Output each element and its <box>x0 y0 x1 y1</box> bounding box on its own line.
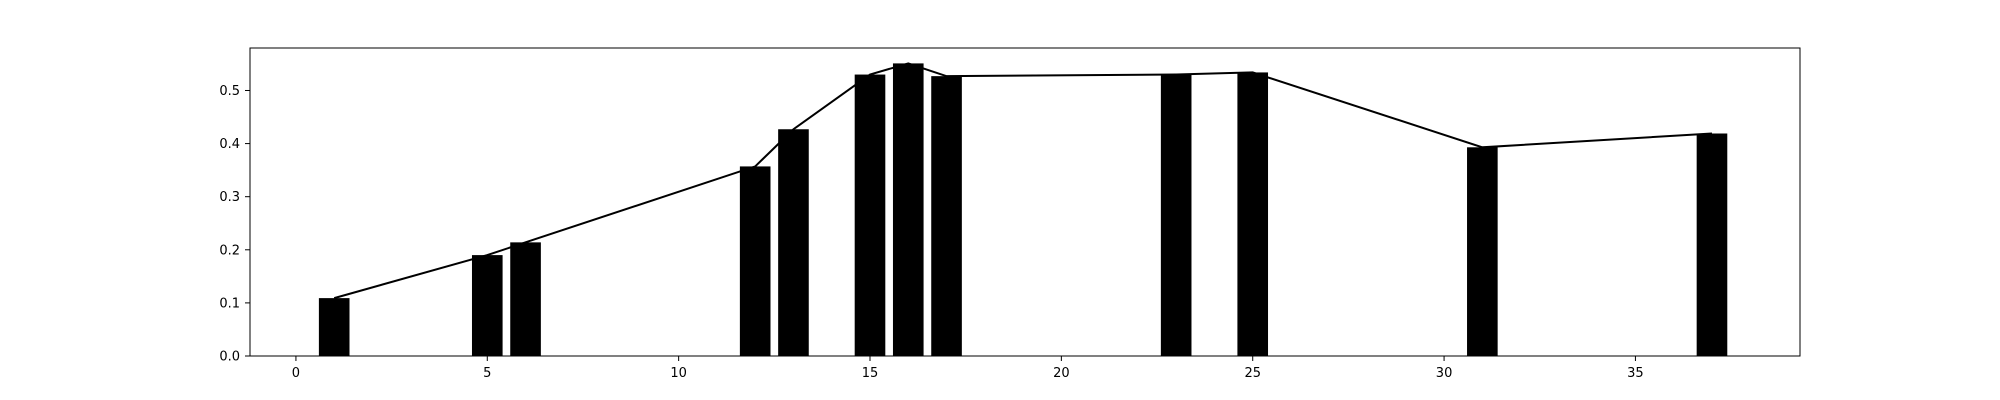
y-tick-label: 0.4 <box>219 137 240 152</box>
bar <box>1160 74 1192 356</box>
x-tick-label: 10 <box>670 366 687 381</box>
y-tick-label: 0.1 <box>219 296 240 311</box>
bar <box>1237 72 1269 357</box>
line-group <box>333 62 1713 300</box>
bar <box>854 74 886 356</box>
x-tick-label: 20 <box>1053 366 1070 381</box>
bar <box>510 242 541 356</box>
y-tick-label: 0.2 <box>219 243 240 258</box>
y-tick-label: 0.3 <box>219 190 240 205</box>
bar <box>318 298 350 356</box>
bar <box>1696 133 1728 356</box>
bar <box>471 255 503 356</box>
bar <box>1467 147 1498 356</box>
y-axis: 0.0 0.1 0.2 0.3 0.4 0.5 <box>219 84 250 365</box>
series-line <box>333 62 1713 300</box>
bar <box>778 129 809 356</box>
bar <box>739 166 771 356</box>
y-tick-label: 0.0 <box>219 350 240 365</box>
x-tick-label: 30 <box>1436 366 1453 381</box>
x-tick-label: 0 <box>292 366 300 381</box>
bar <box>931 76 962 356</box>
bar <box>892 63 924 357</box>
bars-group <box>318 63 1728 357</box>
x-tick-label: 35 <box>1627 366 1644 381</box>
x-axis: 0 5 10 15 20 25 30 35 <box>292 356 1644 381</box>
y-tick-label: 0.5 <box>219 84 240 99</box>
x-tick-label: 5 <box>483 366 491 381</box>
plot-frame <box>249 47 1801 357</box>
x-tick-label: 15 <box>862 366 879 381</box>
x-tick-label: 25 <box>1244 366 1261 381</box>
